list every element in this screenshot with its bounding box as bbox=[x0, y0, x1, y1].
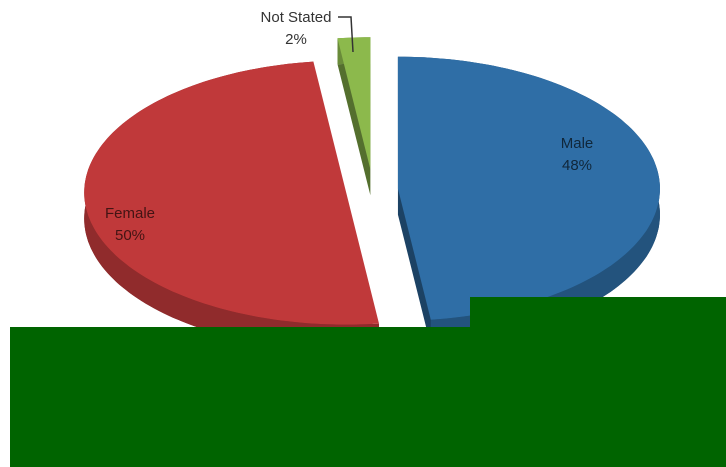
leader-line bbox=[338, 16, 354, 53]
pie-slice bbox=[337, 37, 371, 170]
slice-value-label: 50% bbox=[115, 227, 145, 244]
slice-value-label: 48% bbox=[562, 157, 592, 174]
pie-slices bbox=[84, 37, 660, 325]
slice-label: Not Stated bbox=[261, 9, 332, 26]
pie-slice bbox=[397, 56, 660, 320]
image-artifact bbox=[470, 297, 726, 337]
slice-value-label: 2% bbox=[285, 31, 307, 48]
slice-label: Male bbox=[561, 135, 594, 152]
pie-slice bbox=[84, 61, 379, 325]
slice-labels: Male 48% Female 50% Not Stated 2% bbox=[105, 9, 593, 244]
slice-label: Female bbox=[105, 205, 155, 222]
image-artifact bbox=[10, 327, 726, 467]
